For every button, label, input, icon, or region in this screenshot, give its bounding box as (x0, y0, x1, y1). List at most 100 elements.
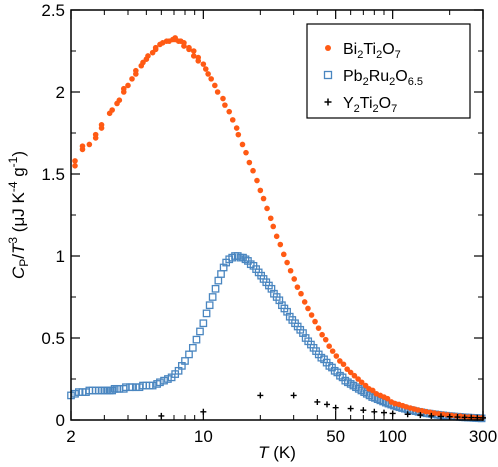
data-point (273, 233, 280, 240)
legend-label-part: Bi (343, 41, 357, 58)
data-point (250, 167, 256, 174)
data-point (208, 293, 217, 301)
data-point (119, 384, 128, 393)
data-point (369, 387, 376, 394)
data-point (181, 43, 187, 49)
y-label-unit-end: ) (9, 151, 28, 157)
legend-label: Bi2Ti2O7 (343, 41, 401, 61)
data-point (322, 336, 329, 343)
data-point (233, 125, 240, 131)
data-point (260, 195, 267, 202)
legend-box (306, 23, 471, 119)
axis-labels-group: T (K) CP/T3 (μJ K-4 g-1) (6, 151, 296, 462)
x-tick-label: 10 (194, 427, 213, 446)
data-point (160, 376, 168, 385)
axes-group: 2 10 50 100 300 0 0.5 1 1.5 2 2.5 (41, 1, 497, 446)
y-label-sub: P (17, 259, 31, 267)
x-tick-label: 100 (378, 427, 406, 446)
data-point (371, 408, 378, 415)
legend-label-part: 7 (391, 103, 397, 115)
legend-label-part: 2 (357, 49, 363, 61)
legend-label-part: 6.5 (408, 76, 423, 88)
data-point (212, 82, 218, 89)
data-point (301, 299, 308, 305)
y-label-unit: (μJ K (9, 192, 28, 237)
series-pb2ru2o65-group (67, 252, 486, 423)
data-point (291, 276, 298, 282)
x-axis-label-var: T (258, 443, 270, 462)
y-tick-label: 1 (56, 247, 65, 266)
legend-label-part: O (395, 68, 407, 85)
legend-label-part: Ti (360, 95, 373, 112)
data-point (190, 53, 197, 59)
legend-label-part: Ti (363, 41, 376, 58)
data-point (72, 163, 78, 169)
data-point (355, 376, 361, 382)
data-point (404, 411, 411, 418)
data-point (280, 251, 287, 258)
data-point (133, 67, 139, 74)
data-point (423, 408, 429, 415)
data-point (344, 366, 350, 372)
data-point (358, 379, 365, 386)
x-axis-label: T (K) (258, 443, 296, 462)
data-point (241, 255, 250, 264)
data-point (156, 378, 164, 387)
legend-label-part: O (379, 95, 391, 112)
legend-label-part: O (382, 41, 394, 58)
data-point (222, 102, 228, 108)
data-point (181, 357, 189, 365)
data-point (287, 267, 294, 274)
data-point (202, 309, 211, 318)
data-point (381, 409, 388, 416)
data-point (122, 383, 130, 392)
legend-label: Y2Ti2O7 (343, 95, 397, 115)
data-point (257, 392, 264, 399)
data-point (360, 407, 367, 414)
data-point (116, 97, 123, 103)
data-point (185, 350, 193, 359)
y-axis-label: CP/T3 (μJ K-4 g-1) (6, 151, 31, 279)
x-tick-label: 2 (66, 427, 75, 446)
data-point (214, 276, 223, 285)
x-axis-label-unit: (K) (269, 443, 296, 462)
data-point (294, 284, 301, 290)
data-point (428, 412, 435, 419)
legend-label-part: Pb (343, 68, 363, 85)
data-point (284, 259, 290, 266)
data-point (384, 395, 391, 402)
data-point (195, 58, 202, 64)
data-point (214, 89, 221, 95)
data-point (324, 401, 331, 408)
y-label-slash: / (9, 254, 28, 259)
data-point (351, 372, 358, 379)
data-point (267, 284, 276, 293)
data-point (192, 335, 201, 344)
legend-label-part: Y (343, 95, 354, 112)
data-point (196, 327, 204, 336)
data-point (125, 82, 131, 89)
data-point (417, 412, 424, 419)
data-point (115, 384, 124, 393)
data-point (148, 381, 157, 390)
data-point (347, 405, 354, 412)
data-point (257, 187, 264, 194)
data-point (79, 143, 86, 149)
data-point (246, 159, 253, 166)
y-tick-label: 1.5 (41, 165, 65, 184)
data-point (326, 343, 332, 350)
data-point (205, 71, 211, 77)
data-point (199, 319, 208, 328)
y-label-c: C (9, 266, 28, 279)
legend-marker-plus (324, 98, 332, 106)
data-point (340, 361, 347, 368)
data-point (120, 85, 127, 92)
x-tick-label: 50 (326, 427, 345, 446)
data-point (298, 290, 304, 297)
legend-marker-dot (325, 45, 331, 51)
data-point (72, 158, 78, 164)
data-point (202, 66, 209, 72)
data-point (108, 386, 117, 395)
data-point (431, 410, 438, 416)
